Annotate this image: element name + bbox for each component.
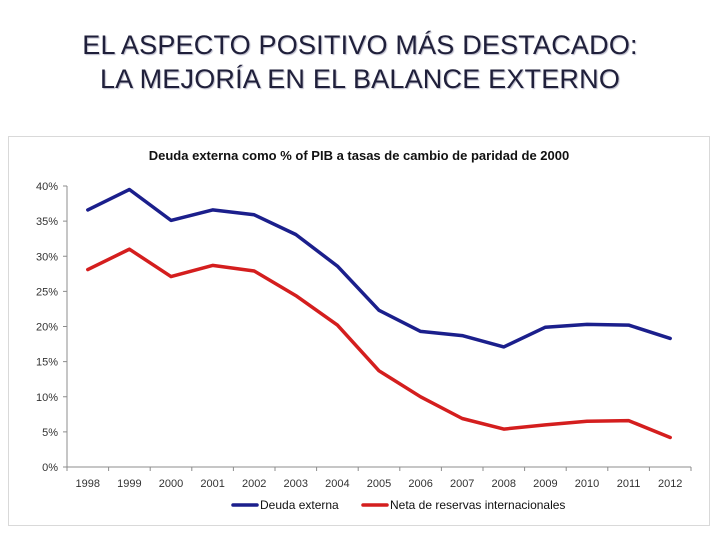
data-point [294,294,297,297]
y-tick-label: 0% [42,462,58,474]
x-tick-label: 1999 [117,478,141,490]
data-point [169,275,173,278]
data-point [253,269,256,273]
x-tick-label: 2007 [450,478,474,490]
data-point [461,417,464,420]
data-point [336,264,339,268]
data-point [544,423,547,427]
y-tick-label: 40% [36,181,58,193]
data-point [169,219,173,222]
y-tick-label: 35% [36,216,58,228]
chart-legend: Deuda externa Neta de reservas internacio… [231,498,565,512]
x-tick-label: 2012 [658,478,682,490]
data-point [336,323,339,327]
y-tick-label: 5% [42,427,58,439]
data-point [294,233,297,236]
data-point [544,326,547,329]
slide-title-line-1: EL ASPECTO POSITIVO MÁS DESTACADO: [82,30,638,60]
line-chart: Deuda externa como % of PIB a tasas de c… [36,148,692,512]
chart-panel: Deuda externa como % of PIB a tasas de c… [8,136,710,526]
x-tick-label: 2003 [284,478,308,490]
x-tick-label: 2002 [242,478,266,490]
x-tick-label: 2001 [200,478,224,490]
y-tick-label: 30% [36,251,58,263]
data-point [128,188,131,191]
data-point [377,309,381,312]
data-point [669,337,672,340]
x-tick-label: 2008 [492,478,516,490]
data-point [627,323,630,327]
data-point [86,268,90,271]
slide-title: EL ASPECTO POSITIVO MÁS DESTACADO: LA ME… [0,28,720,96]
data-point [585,323,589,326]
data-point [128,248,131,251]
chart-axes: 0% 5% 10% 15% 20% 25% 30% 35% 40% 1998 1999 2000 200… [36,181,692,490]
x-tick-label: 2000 [159,478,183,490]
x-tick-label: 2010 [575,478,599,490]
chart-series [86,187,672,440]
y-tick-label: 10% [36,392,58,404]
x-tick-label: 2006 [408,478,432,490]
x-tick-label: 2011 [617,478,641,490]
slide-title-line-2: LA MEJORÍA EN EL BALANCE EXTERNO [99,64,621,94]
data-point [502,345,505,349]
series-line-neta-de-reservas [86,247,672,440]
data-point [461,334,464,337]
data-point [419,330,422,333]
data-point [253,213,256,217]
data-point [585,420,589,423]
y-tick-label: 25% [36,286,58,298]
data-point [502,427,505,431]
legend-label: Neta de reservas internacionales [390,498,565,512]
y-tick-label: 15% [36,357,58,369]
series-line-deuda-externa [86,187,672,349]
data-point [211,264,214,267]
data-point [86,208,90,212]
data-point [377,369,381,372]
chart-title: Deuda externa como % of PIB a tasas de c… [149,148,569,163]
data-point [211,208,214,212]
data-point [669,436,672,439]
x-tick-label: 2009 [533,478,557,490]
x-tick-label: 1998 [76,478,100,490]
data-point [419,395,422,398]
data-point [627,419,630,422]
x-tick-label: 2004 [325,478,349,490]
legend-label: Deuda externa [260,498,339,512]
y-tick-label: 20% [36,322,58,334]
x-tick-label: 2005 [367,478,391,490]
